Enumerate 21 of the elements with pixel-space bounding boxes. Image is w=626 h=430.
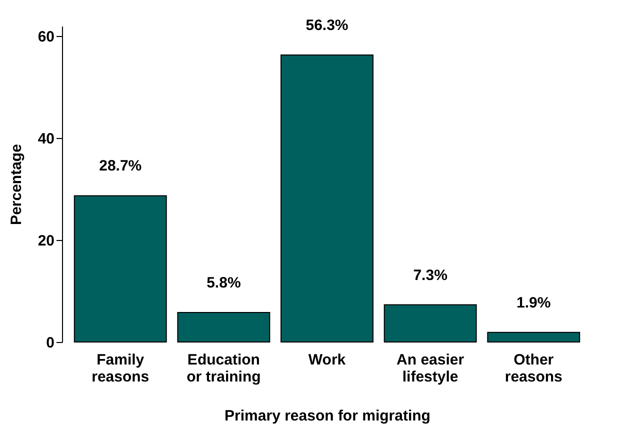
x-axis-title: Primary reason for migrating [224, 408, 430, 424]
bar [384, 304, 477, 342]
bar [177, 312, 270, 342]
x-tick-label: An easier lifestyle [396, 352, 464, 386]
data-label: 7.3% [413, 266, 448, 284]
data-label: 28.7% [99, 158, 142, 175]
y-tick-label: 0 [46, 334, 54, 352]
bar [487, 332, 580, 342]
x-tick-label: Family reasons [92, 352, 150, 386]
data-label: 1.9% [516, 294, 551, 312]
bar [74, 195, 167, 342]
y-tick-label: 20 [38, 232, 54, 250]
data-label: 5.8% [206, 274, 241, 292]
y-tick-label: 40 [38, 130, 54, 148]
y-tick-label: 60 [38, 28, 54, 46]
data-label: 56.3% [306, 17, 348, 34]
x-tick-label: Other reasons [504, 352, 562, 386]
y-axis-title: Percentage [8, 144, 25, 225]
bar [280, 54, 374, 342]
x-tick-label: Education or training [186, 352, 261, 386]
x-tick-label: Work [308, 352, 346, 368]
